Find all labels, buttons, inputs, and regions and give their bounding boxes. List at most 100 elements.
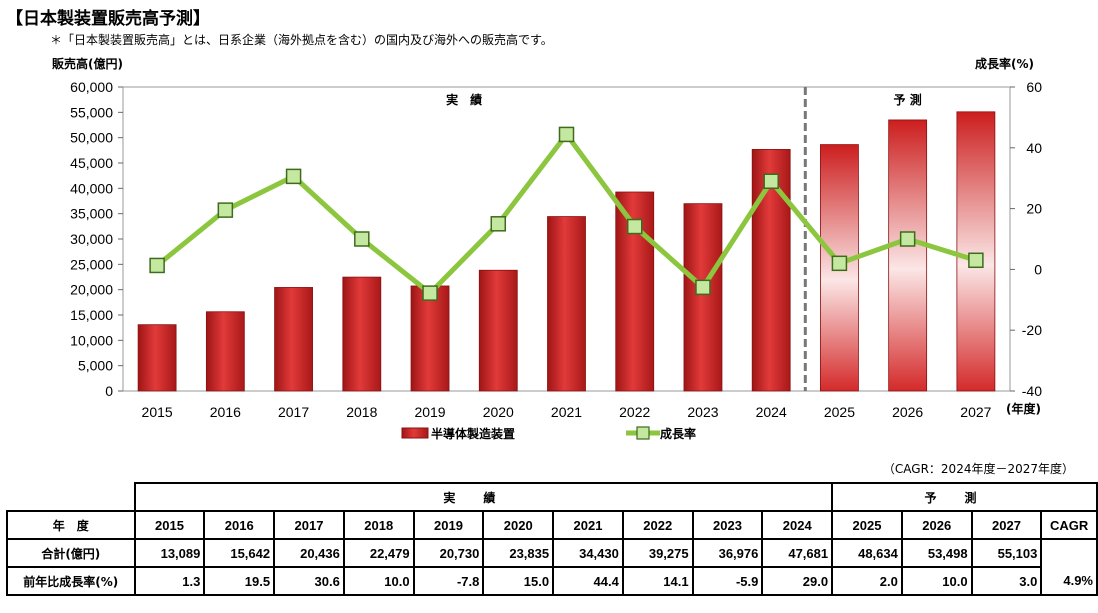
x-tick-label: 2026 [892, 404, 923, 420]
table-cell: 10.0 [342, 566, 415, 596]
legend-line-label: 成長率 [660, 426, 696, 441]
bar-2021 [547, 216, 586, 392]
table-cell: 19.5 [203, 566, 276, 596]
table-cell: 2.0 [831, 566, 903, 596]
growth-point-2026 [899, 231, 916, 247]
y2-tick-label: 60 [1026, 79, 1042, 95]
table-cell: 14.1 [621, 566, 694, 596]
y-tick-label: 45,000 [70, 155, 113, 171]
table-cell: 13,089 [133, 538, 206, 568]
growth-point-2018 [354, 231, 370, 247]
bar-2015 [137, 324, 177, 392]
table-cell: 3.0 [970, 566, 1043, 596]
table-cell: 20,436 [273, 538, 345, 568]
x-tick-label: 2015 [142, 404, 173, 420]
growth-point-2016 [217, 202, 234, 218]
growth-point-2025 [831, 255, 848, 272]
table-year-header: 2016 [203, 510, 276, 540]
table-year-header: 2023 [691, 510, 764, 540]
table-row: 前年比成長率(%) 1.3 19.5 30.6 10.0 -7.8 15.0 44.4 14.… [6, 566, 1098, 596]
x-tick-label: 2021 [551, 404, 582, 420]
bar-2023 [683, 203, 723, 392]
growth-point-2019 [422, 285, 438, 301]
table-year-header: 2024 [761, 510, 834, 540]
table-row-label: 前年比成長率(%) [6, 566, 136, 596]
table-cagr-cell: 4.9% [1040, 567, 1098, 596]
y-tick-label: 0 [105, 383, 113, 399]
x-tick-label: 2016 [210, 404, 241, 420]
table-year-header: 2022 [621, 510, 694, 540]
x-tick-label: 2018 [346, 404, 377, 420]
bar-2016 [205, 311, 245, 392]
bar-2027 [956, 111, 996, 392]
table-cell: 36,976 [691, 538, 764, 568]
table-year-header: 2021 [552, 510, 624, 540]
table-corner [7, 483, 136, 512]
y-tick-label: 10,000 [70, 332, 113, 348]
table-section-forecast: 予測 [831, 482, 1098, 512]
y-tick-label: 55,000 [70, 104, 113, 120]
x-tick-label: 2017 [278, 404, 309, 420]
table-cell: 55,103 [970, 538, 1043, 568]
section-label-forecast: 予 測 [894, 92, 922, 107]
y2-tick-label: -20 [1022, 322, 1042, 338]
growth-point-2022 [626, 218, 643, 235]
table-year-header: 2018 [342, 510, 415, 540]
bar-2019 [410, 285, 450, 392]
table-cagr-header: CAGR [1040, 510, 1098, 540]
y-tick-label: 5,000 [78, 358, 113, 374]
growth-point-2023 [695, 279, 711, 296]
table-cell: -5.9 [691, 566, 764, 596]
table-row: 合計(億円) 13,089 15,642 20,436 22,479 20,730 23,… [6, 538, 1098, 568]
bar-2024 [751, 149, 791, 392]
table-cell: 20,730 [412, 538, 485, 568]
table-cell: 1.3 [133, 566, 206, 596]
table-cell: -7.8 [412, 566, 485, 596]
table-cell: 29.0 [761, 566, 834, 596]
table-year-header: 2020 [482, 510, 555, 540]
bar-2020 [478, 269, 518, 392]
table-year-header: 2015 [133, 510, 206, 540]
y-tick-label: 50,000 [70, 130, 113, 146]
bar-2018 [342, 276, 382, 392]
growth-point-2020 [490, 216, 507, 232]
table-cell: 48,634 [831, 538, 903, 568]
table-cell: 22,479 [342, 538, 415, 568]
table-cell: 30.6 [273, 566, 345, 596]
x-tick-label: 2019 [414, 404, 445, 420]
y-axis-title: 販売高(億円) [52, 56, 123, 71]
table-cell: 39,275 [621, 538, 694, 568]
y-tick-label: 20,000 [70, 282, 113, 298]
y-tick-label: 35,000 [70, 206, 113, 222]
section-label-actual: 実 績 [446, 92, 482, 107]
bar-2026 [888, 119, 928, 392]
x-tick-label: 2025 [824, 404, 855, 420]
table-cell: 23,835 [482, 538, 555, 568]
growth-point-2017 [285, 168, 302, 185]
bar-2017 [274, 287, 313, 392]
y-tick-label: 40,000 [70, 180, 113, 196]
x-tick-label: 2027 [960, 404, 991, 420]
growth-point-2024 [763, 173, 779, 189]
y-tick-label: 25,000 [70, 256, 113, 272]
x-tick-label: 2022 [619, 404, 650, 420]
y2-tick-label: 20 [1026, 201, 1042, 217]
y2-axis-title: 成長率(%) [975, 56, 1034, 71]
data-table: 実績 予測 年 度 2015 2016 2017 2018 2019 2020 2021 20… [6, 482, 1098, 596]
bar-2022 [615, 191, 655, 392]
definition-note: ＊「日本製装置販売高」とは、日系企業（海外拠点を含む）の国内及び海外への販売高で… [50, 33, 553, 47]
table-cagr-cell [1040, 538, 1098, 567]
table-year-header: 2019 [412, 510, 485, 540]
legend-bar-swatch [401, 427, 429, 439]
legend-line-marker [636, 426, 650, 440]
table-year-header: 2017 [273, 510, 345, 540]
table-cell: 44.4 [552, 566, 624, 596]
table-section-row: 実績 予測 [7, 482, 1098, 512]
table-cell: 47,681 [761, 538, 834, 568]
growth-point-2015 [149, 257, 165, 274]
growth-point-2021 [558, 126, 575, 143]
table-cell: 15.0 [482, 566, 555, 596]
y2-tick-label: -40 [1022, 383, 1042, 399]
cagr-note: （CAGR：2024年度－2027年度） [882, 462, 1074, 476]
y2-tick-label: 40 [1026, 140, 1042, 156]
